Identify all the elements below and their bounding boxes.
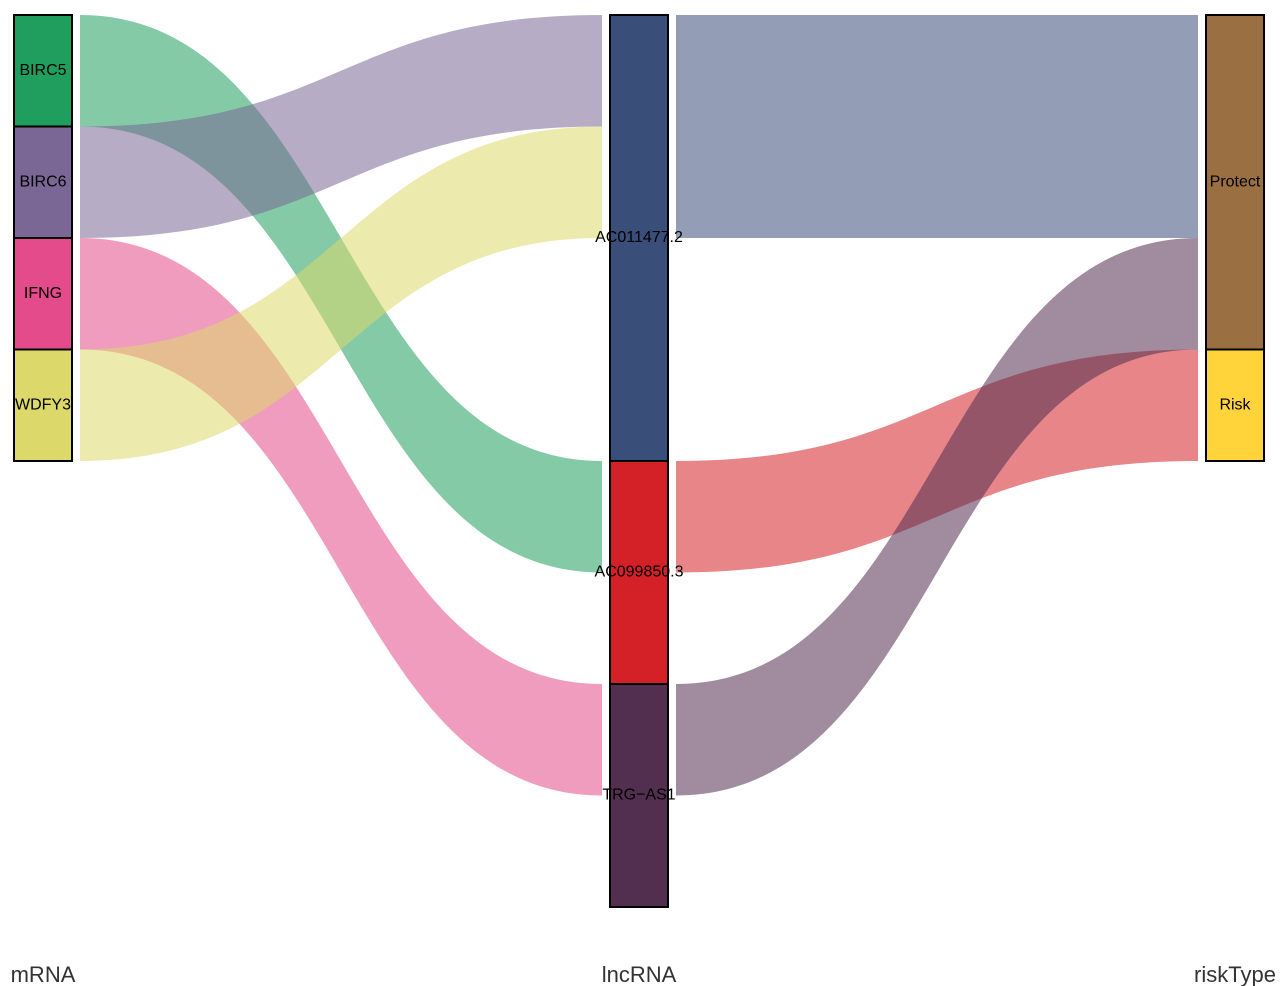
node-label-ifng: IFNG: [24, 285, 62, 302]
flows-layer: [80, 15, 1198, 796]
node-wdfy3: [13, 348, 73, 462]
node-protect: [1205, 14, 1265, 351]
flow-ac011477-2-to-protect: [676, 15, 1198, 238]
node-label-birc6: BIRC6: [19, 173, 66, 190]
flow-trg-as1-to-protect: [676, 238, 1198, 796]
node-label-ac099850-3: AC099850.3: [595, 564, 684, 581]
axis-label-mrna: mRNA: [11, 962, 76, 986]
flow-wdfy3-to-ac011477-2: [80, 126, 602, 461]
node-ifng: [13, 237, 73, 351]
axis-label-risktype: riskType: [1194, 962, 1276, 986]
nodes-layer: [13, 14, 1265, 908]
node-birc5: [13, 14, 73, 128]
node-label-birc5: BIRC5: [19, 62, 66, 79]
node-trg-as1: [609, 683, 669, 908]
node-risk: [1205, 348, 1265, 462]
node-birc6: [13, 125, 73, 239]
flow-birc6-to-ac011477-2: [80, 15, 602, 238]
node-label-wdfy3: WDFY3: [15, 396, 71, 413]
node-labels-layer: BIRC5 BIRC6 IFNG WDFY3 AC011477.2 AC099850.3 T…: [15, 62, 1261, 804]
node-ac011477-2: [609, 14, 669, 462]
node-label-protect: Protect: [1210, 173, 1261, 190]
axis-labels-layer: mRNA lncRNA riskType: [11, 962, 1276, 986]
node-label-ac011477-2: AC011477.2: [595, 229, 683, 246]
axis-label-lncrna: lncRNA: [602, 962, 677, 986]
node-label-trg-as1: TRG−AS1: [602, 787, 675, 804]
node-label-risk: Risk: [1219, 396, 1251, 413]
